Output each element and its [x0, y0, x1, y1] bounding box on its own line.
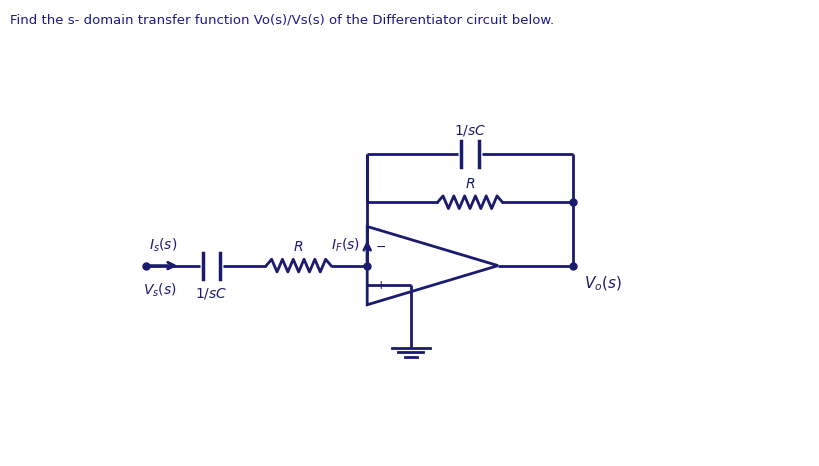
Text: $I_F(s)$: $I_F(s)$ [330, 236, 360, 254]
Text: $1/sC$: $1/sC$ [453, 123, 486, 138]
Text: $I_s(s)$: $I_s(s)$ [149, 236, 177, 254]
Text: $-$: $-$ [375, 240, 386, 253]
Text: Find the s- domain transfer function Vo(s)/Vs(s) of the Differentiator circuit b: Find the s- domain transfer function Vo(… [10, 14, 554, 27]
Text: $V_o(s)$: $V_o(s)$ [583, 275, 621, 293]
Text: $R$: $R$ [464, 177, 474, 191]
Text: $V_s(s)$: $V_s(s)$ [143, 281, 176, 299]
Text: $R$: $R$ [293, 240, 303, 254]
Text: $1/sC$: $1/sC$ [195, 286, 228, 301]
Text: $+$: $+$ [375, 279, 386, 292]
